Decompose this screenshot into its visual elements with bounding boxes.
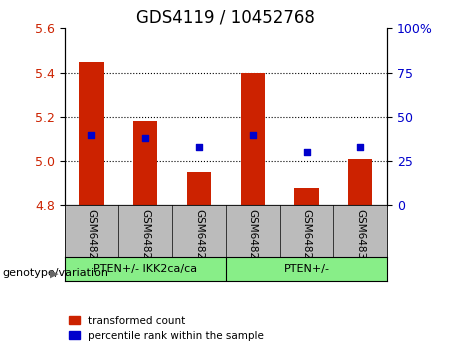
Text: GSM648300: GSM648300	[355, 210, 366, 273]
Point	[249, 132, 256, 137]
Point	[142, 135, 149, 141]
Bar	[348, 159, 372, 205]
Text: GSM648296: GSM648296	[140, 210, 150, 273]
Point	[88, 132, 95, 137]
Text: GSM648295: GSM648295	[86, 210, 96, 273]
Text: ▶: ▶	[50, 268, 58, 278]
Point	[357, 144, 364, 150]
Point	[195, 144, 203, 150]
Legend: transformed count, percentile rank within the sample: transformed count, percentile rank withi…	[65, 312, 268, 345]
Bar	[295, 188, 319, 205]
Title: GDS4119 / 10452768: GDS4119 / 10452768	[136, 9, 315, 27]
Point	[303, 149, 310, 155]
Bar	[241, 73, 265, 205]
Text: PTEN+/- IKK2ca/ca: PTEN+/- IKK2ca/ca	[93, 264, 197, 274]
Text: GSM648299: GSM648299	[301, 210, 312, 273]
Text: PTEN+/-: PTEN+/-	[284, 264, 330, 274]
Text: GSM648297: GSM648297	[194, 210, 204, 273]
Text: GSM648298: GSM648298	[248, 210, 258, 273]
Bar	[79, 62, 104, 205]
Bar	[187, 172, 211, 205]
Text: genotype/variation: genotype/variation	[2, 268, 108, 278]
Bar	[133, 121, 157, 205]
